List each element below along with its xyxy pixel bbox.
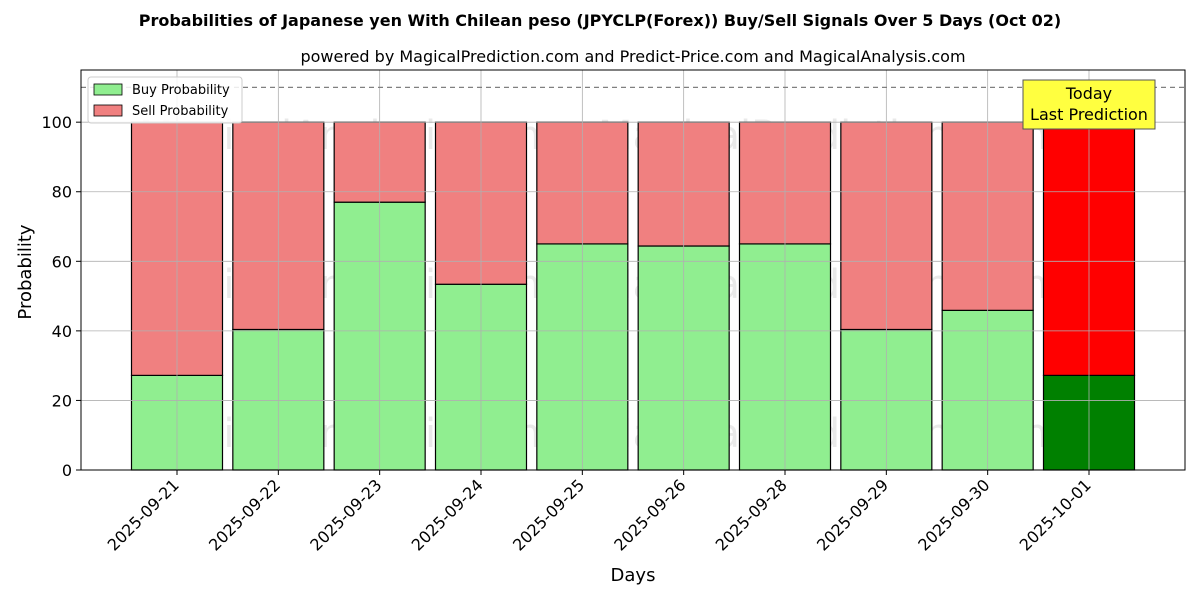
x-tick-label: 2025-09-21 (104, 475, 183, 554)
chart-subtitle: powered by MagicalPrediction.com and Pre… (300, 47, 965, 66)
x-tick-label: 2025-09-25 (509, 475, 588, 554)
y-tick-label: 60 (52, 252, 72, 271)
x-axis-label: Days (611, 565, 656, 586)
y-axis-label: Probability (15, 224, 36, 319)
legend-box (87, 76, 243, 124)
plot-area: MagicalAnalysis.comMagicalPrediction.com… (41, 69, 1186, 555)
legend-swatch (93, 83, 123, 96)
y-tick-label: 0 (62, 461, 72, 480)
y-tick-label: 20 (52, 391, 72, 410)
x-tick-label: 2025-10-01 (1016, 475, 1095, 554)
legend-label: Sell Probability (132, 104, 229, 119)
x-tick-label: 2025-09-29 (813, 475, 892, 554)
annotation-box (1022, 79, 1156, 130)
plot-frame (80, 69, 1186, 471)
x-tick-label: 2025-09-23 (306, 475, 385, 554)
x-tick-label: 2025-09-30 (914, 475, 993, 554)
annotation-text: Last Prediction (1030, 105, 1148, 124)
annotation-text: Today (1065, 84, 1112, 103)
y-tick-label: 40 (52, 322, 72, 341)
legend-label: Buy Probability (132, 83, 230, 98)
chart-title: Probabilities of Japanese yen With Chile… (139, 11, 1062, 30)
legend: Buy Probability Sell Probability (87, 76, 243, 124)
x-tick-label: 2025-09-22 (205, 475, 284, 554)
x-tick-label: 2025-09-28 (712, 475, 791, 554)
x-tick-label: 2025-09-24 (408, 475, 487, 554)
legend-swatch (93, 104, 123, 117)
y-tick-label: 100 (41, 113, 72, 132)
x-tick-label: 2025-09-26 (610, 475, 689, 554)
y-tick-label: 80 (52, 183, 72, 202)
